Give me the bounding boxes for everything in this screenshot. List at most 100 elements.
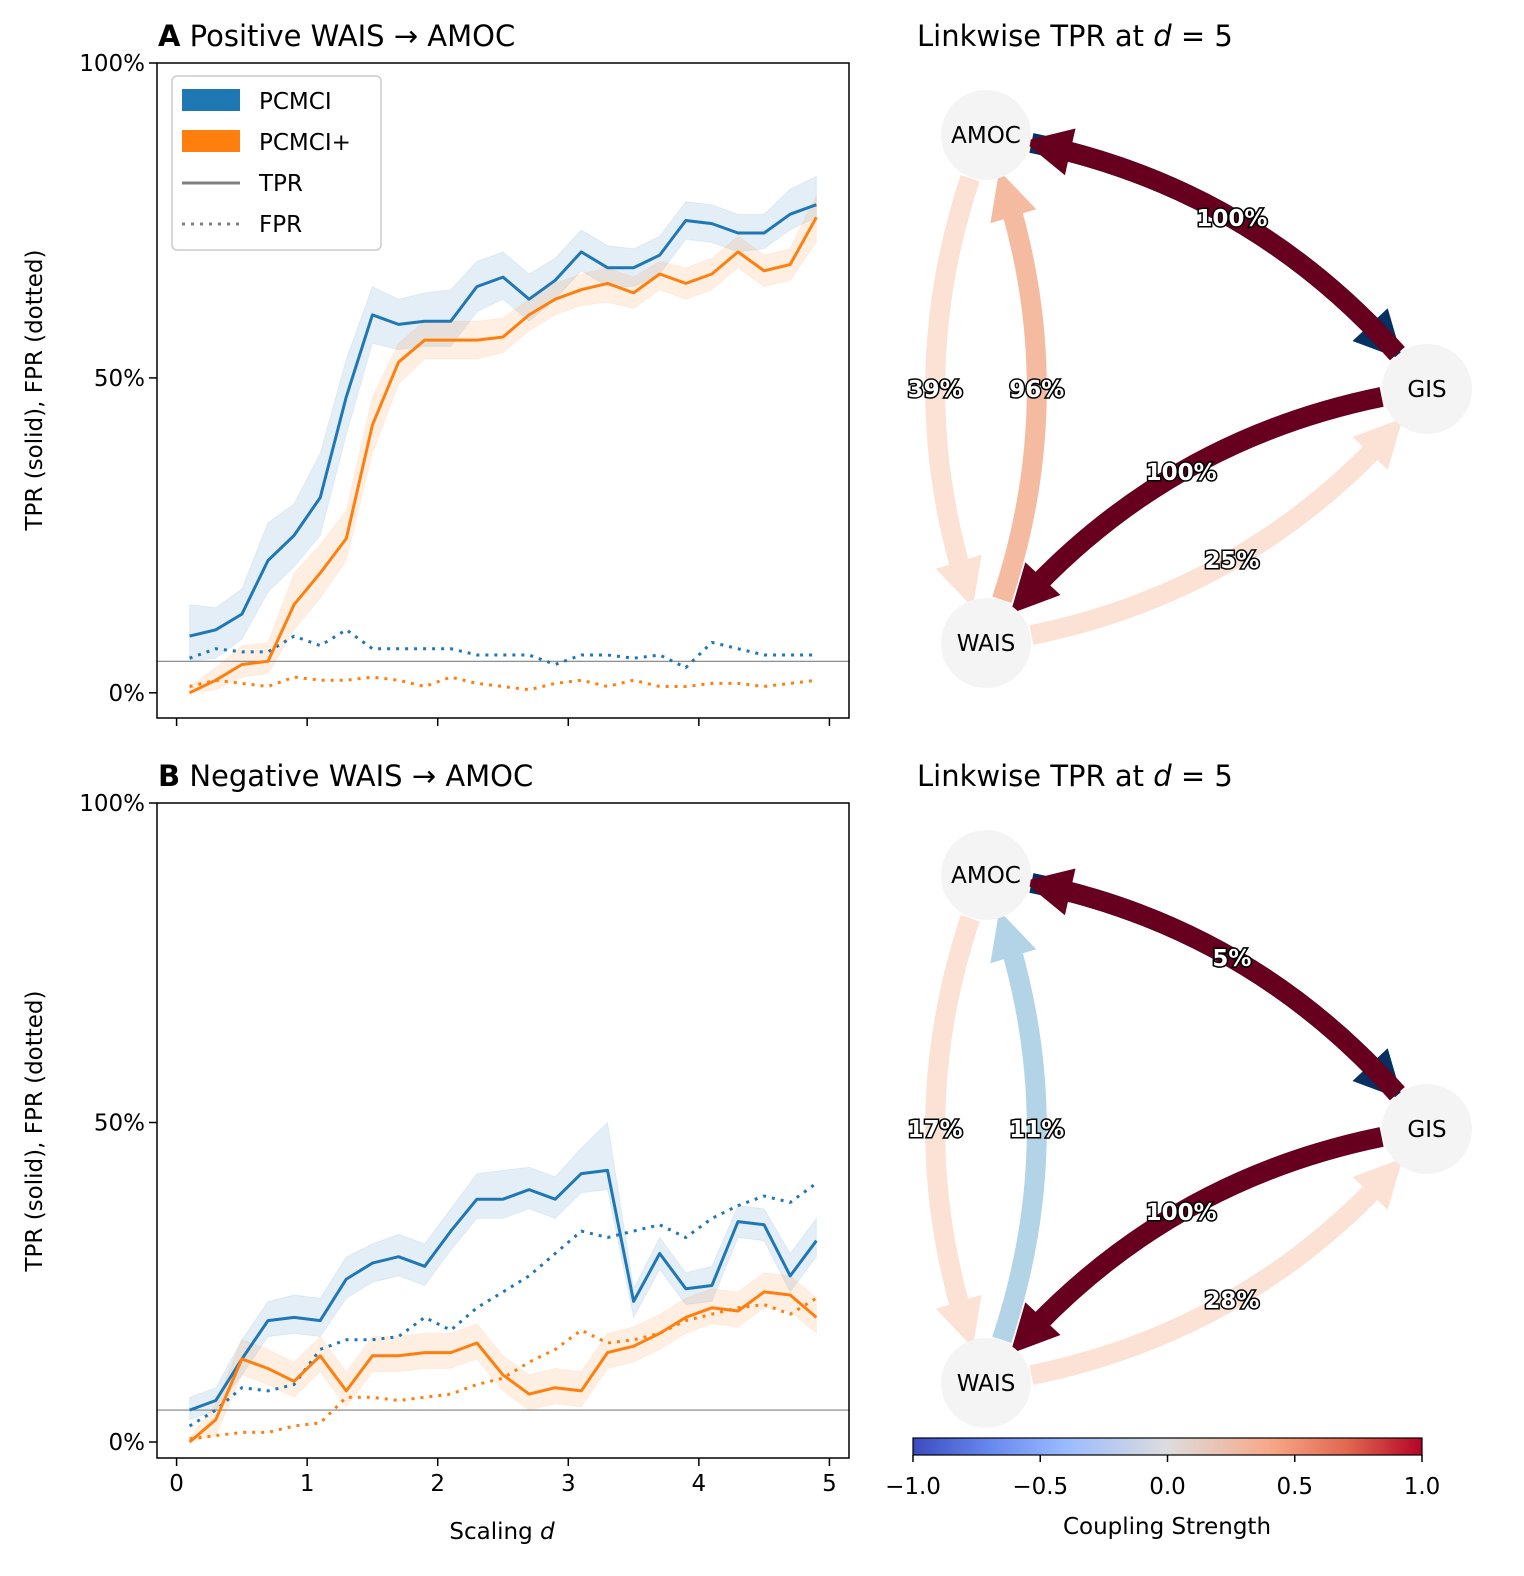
node-amoc [941,830,1031,920]
network-top-title: Linkwise TPR at d = 5 [917,19,1233,53]
x-axis-label: Scaling d [449,1519,555,1545]
arrowhead-wais-to-gis [1352,1158,1403,1210]
node-wais [941,598,1031,688]
edge-wais-to-amoc [992,943,1047,1343]
edge-gis-to-amoc [1057,879,1405,1101]
panel-b-title: B Negative WAIS → AMOC [158,759,533,793]
series-line-pcmci-plus-tpr [188,216,818,695]
series-line-pcmci-fpr [189,628,817,670]
edge-label: 100% [1196,206,1267,232]
colorbar-gradient [912,1437,1423,1456]
panel-a-title: A Positive WAIS → AMOC [158,19,515,53]
band-pcmci-tpr [189,1121,817,1421]
y-tick-label: 50% [94,366,145,392]
legend-label-pcmci: PCMCI [259,89,332,115]
series-line-pcmci-tpr [189,203,817,638]
y-tick-label: 50% [94,1111,145,1137]
colorbar-tick-label: −1.0 [885,1474,941,1500]
x-tick-label: 4 [692,1471,707,1497]
panel-a-ylabel: TPR (solid), FPR (dotted) [22,249,48,531]
node-label-wais: WAIS [957,631,1016,657]
y-tick-label: 0% [109,1430,146,1456]
legend-label-fpr: FPR [259,212,302,238]
network-bottom-title: Linkwise TPR at d = 5 [917,759,1233,793]
arrowhead-amoc-to-wais [935,1294,982,1348]
legend-swatch-pcmci-plus [182,130,240,152]
x-tick-label: 5 [822,1471,837,1497]
node-amoc [941,90,1031,180]
arrowhead-gis-to-wais [1010,1302,1061,1354]
series-line-pcmci-tpr [189,1168,818,1412]
edge-label: 17% [908,1117,963,1143]
x-tick-label: 1 [300,1471,315,1497]
node-wais [941,1338,1031,1428]
arrowhead-gis-to-amoc [1023,128,1076,176]
band-pcmci-plus-tpr [189,195,817,694]
node-gis [1382,1084,1472,1174]
node-label-gis: GIS [1407,377,1446,403]
edge-gis-to-wais [1028,387,1384,594]
edge-wais-to-gis [1029,438,1385,645]
series-line-pcmci-plus-fpr [189,675,817,692]
node-gis [1382,344,1472,434]
plot-frame [156,802,850,1459]
legend-label-pcmci-plus: PCMCI+ [259,130,351,156]
edge-label: 25% [1204,548,1259,574]
colorbar-ticks: −1.0 −0.5 0.0 0.5 1.0 [885,1455,1440,1500]
node-label-amoc: AMOC [951,123,1021,149]
edge-amoc-to-gis [1029,133,1385,340]
arrowhead-gis-to-wais [1010,562,1061,614]
y-tick-label: 100% [79,51,145,77]
node-label-amoc: AMOC [951,863,1021,889]
legend: PCMCI PCMCI+ TPR FPR [171,75,382,251]
edge-label: 100% [1196,206,1267,232]
edge-wais-to-gis [1029,1178,1385,1385]
colorbar-label: Coupling Strength [1063,1514,1271,1540]
node-label-gis: GIS [1407,1117,1446,1143]
x-tick-label: 3 [561,1471,576,1497]
edge-label: 5% [1212,946,1251,972]
colorbar: −1.0 −0.5 0.0 0.5 1.0 Coupling Strength [885,1437,1440,1540]
edge-label: 11% [1009,1117,1064,1143]
edge-label: 100% [1146,460,1217,486]
series-line-pcmci-plus-tpr [188,1290,818,1444]
edge-gis-to-amoc [1057,139,1405,361]
edge-amoc-to-wais [925,915,980,1315]
panel-a-plot-area: 0% 50% 100% [79,51,850,726]
band-pcmci-plus-tpr [189,1272,817,1443]
colorbar-tick-label: 0.0 [1149,1474,1186,1500]
edge-label: 5% [1212,946,1251,972]
y-tick-label: 100% [79,791,145,817]
edge-amoc-to-gis [1029,873,1385,1080]
panel-b-line-chart: B Negative WAIS → AMOC TPR (solid), FPR … [22,759,850,1545]
arrowhead-wais-to-amoc [990,910,1037,964]
arrowhead-wais-to-amoc [990,170,1037,224]
edge-label: 96% [1009,377,1064,403]
edge-gis-to-wais [1028,1127,1384,1334]
colorbar-tick-label: −0.5 [1012,1474,1068,1500]
panel-a-line-chart: A Positive WAIS → AMOC TPR (solid), FPR … [22,19,850,726]
y-tick-label: 0% [109,681,146,707]
edge-label: 28% [1204,1288,1259,1314]
edge-label: 100% [1146,1200,1217,1226]
panel-b-ylabel: TPR (solid), FPR (dotted) [22,990,48,1272]
legend-swatch-pcmci [182,89,240,111]
node-label-wais: WAIS [957,1371,1016,1397]
x-tick-label: 2 [430,1471,445,1497]
edge-wais-to-amoc [992,203,1047,603]
edge-amoc-to-wais [925,175,980,575]
arrowhead-gis-to-amoc [1023,868,1076,916]
colorbar-tick-label: 1.0 [1404,1474,1441,1500]
plot-frame [156,62,850,719]
arrowhead-wais-to-gis [1352,418,1403,470]
colorbar-tick-label: 0.5 [1276,1474,1313,1500]
x-tick-label: 0 [169,1471,184,1497]
legend-label-tpr: TPR [258,171,303,197]
legend-box [171,75,382,251]
series-line-pcmci-fpr [188,1181,818,1428]
arrowhead-amoc-to-wais [935,554,982,608]
panel-b-plot-area: 0% 50% 100% 0 1 2 3 4 5 [79,791,850,1497]
